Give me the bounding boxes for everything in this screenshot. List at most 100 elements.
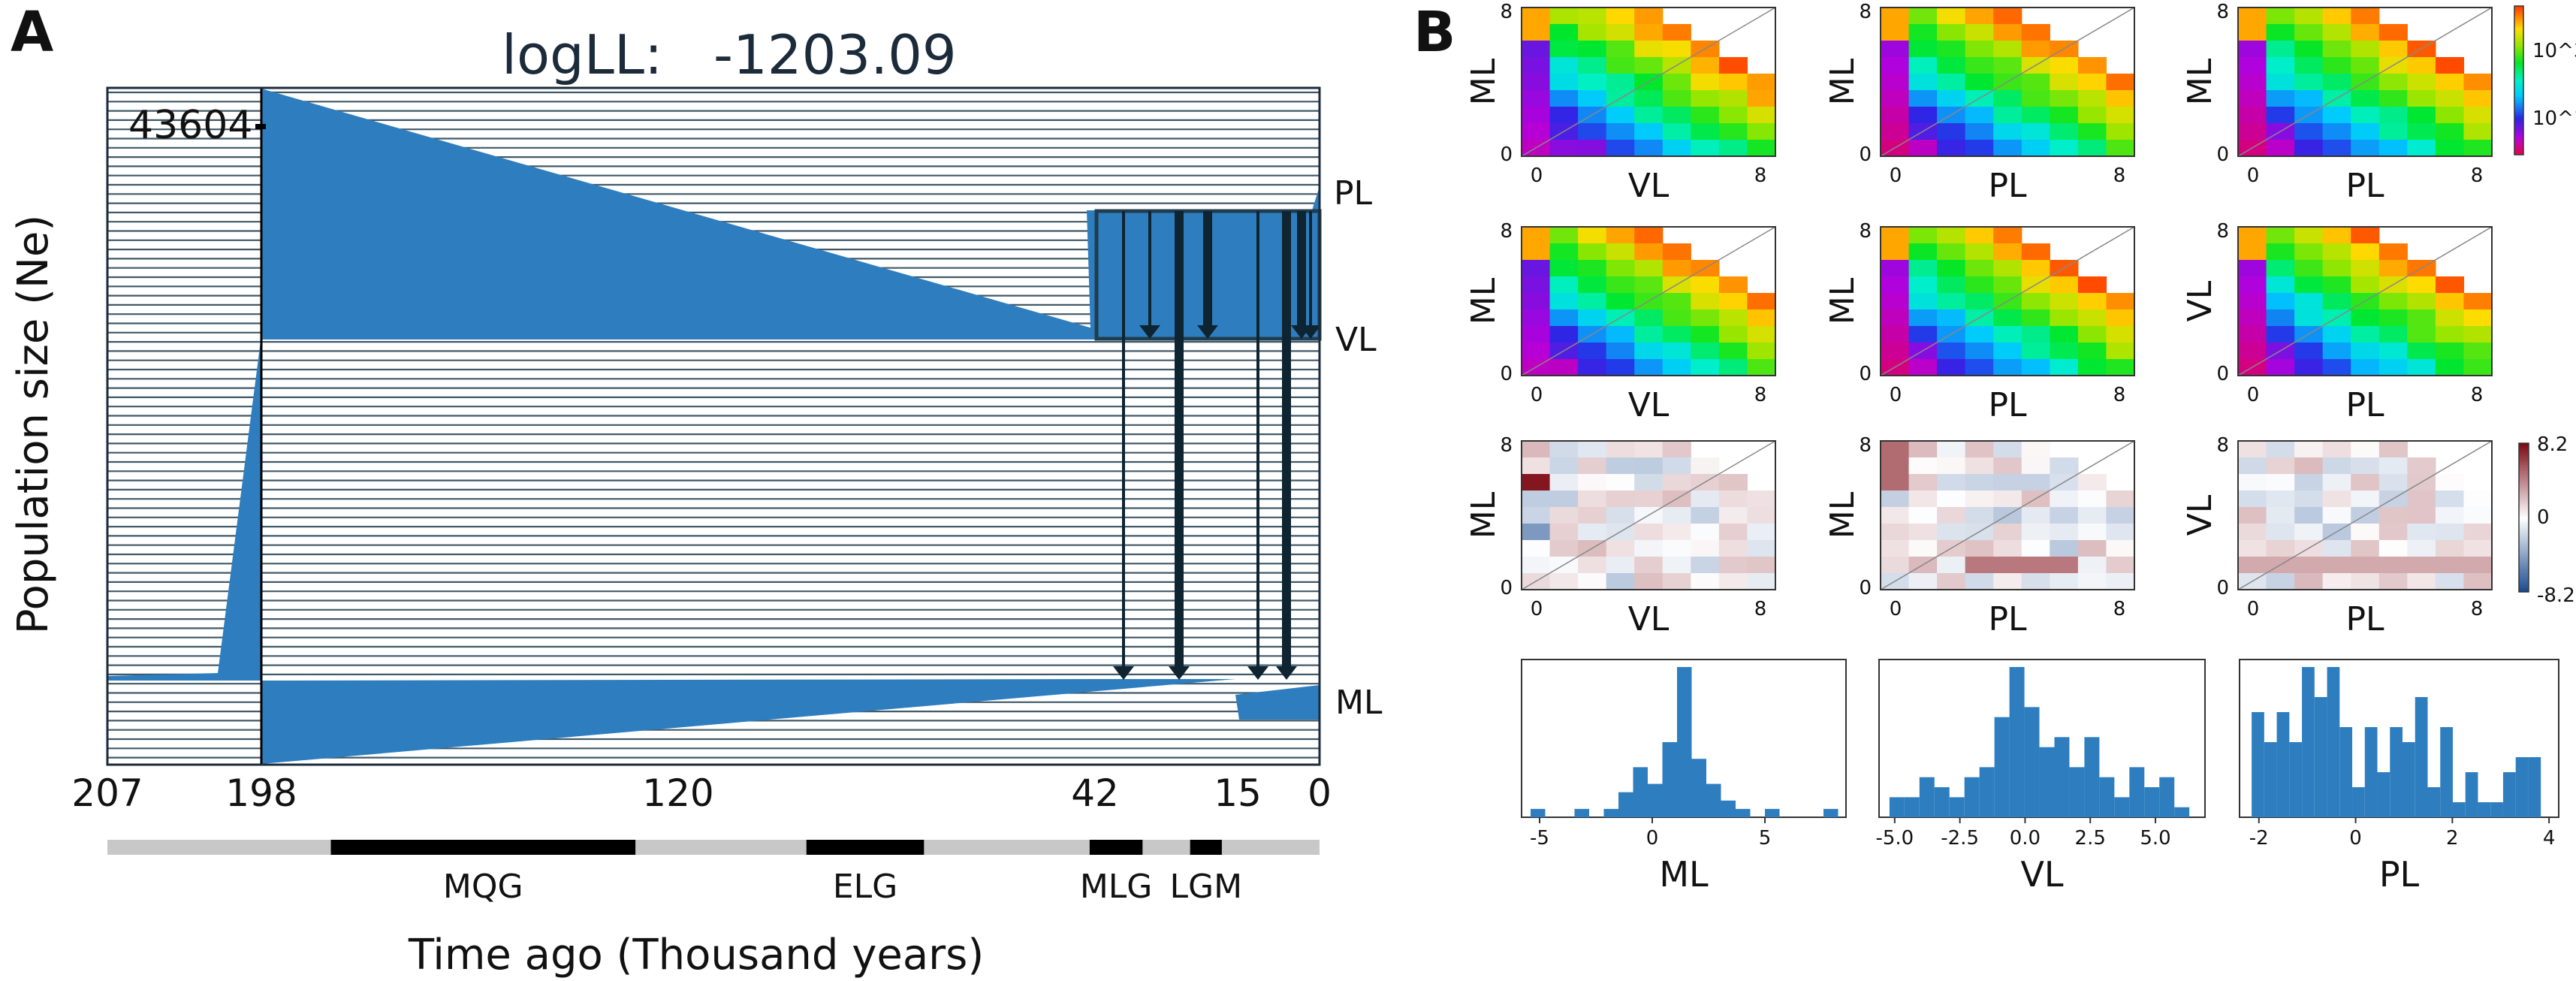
heatmap-cell	[1718, 343, 1748, 360]
heatmap-cell	[2106, 507, 2135, 524]
heatmap-cell	[2463, 309, 2493, 327]
heatmap-cell	[1549, 260, 1579, 277]
heatmap-cell	[2322, 293, 2351, 310]
colorbar-segment	[2514, 59, 2523, 62]
heatmap-cell	[1881, 490, 1910, 508]
heatmap-cell	[1965, 107, 1994, 124]
colorbar-segment	[2514, 77, 2523, 80]
histogram-bar	[1618, 792, 1633, 817]
heatmap-cell	[2266, 293, 2295, 310]
hm-xlabel: VL	[1628, 167, 1670, 205]
colorbar-segment	[2519, 563, 2529, 566]
heatmap-cell	[1606, 57, 1635, 74]
histogram-bar	[2352, 787, 2365, 817]
heatmap-cell	[2378, 441, 2408, 458]
heatmap-2-2: 8 00 8 PL ML	[1823, 220, 2135, 424]
colorbar-segment	[2514, 104, 2523, 106]
heatmap-cell	[1881, 276, 1910, 294]
colorbar-segment	[2519, 477, 2529, 479]
heatmap-cell	[1634, 326, 1664, 343]
histogram-bar	[2276, 712, 2290, 817]
colorbar-segment	[2514, 93, 2523, 96]
heatmap-cell	[1662, 457, 1691, 475]
heatmap-cell	[2106, 343, 2135, 360]
heatmap-cell	[2050, 107, 2079, 124]
hist-tick-label: -2	[2249, 827, 2269, 850]
heatmap-cell	[1634, 343, 1664, 360]
heatmap-cell	[1578, 557, 1607, 574]
colorbar-segment	[2514, 80, 2523, 83]
colorbar-segment	[2519, 551, 2529, 554]
heatmap-cell	[2351, 441, 2380, 458]
heatmap-cell	[1718, 123, 1748, 140]
hm-ytick-hi: 8	[2216, 1, 2229, 23]
colorbar-segment	[2514, 137, 2523, 139]
heatmap-cell	[1908, 140, 1938, 157]
heatmap-cell	[1993, 276, 2022, 294]
colorbar-segment	[2514, 37, 2523, 39]
heatmap-cell	[2463, 343, 2493, 360]
hm-xlabel: VL	[1628, 600, 1670, 638]
demography-plot: 207 198 120 42 15 0 MQG ELG MLG LGM	[71, 86, 1332, 906]
heatmap-cell	[1691, 309, 1720, 327]
heatmap-cell	[1549, 326, 1579, 343]
heatmap-cell	[1993, 41, 2022, 58]
colorbar-segment	[2514, 135, 2523, 137]
colorbar-segment	[2519, 512, 2529, 514]
colorbar-segment	[2514, 102, 2523, 104]
heatmap-cell	[1965, 227, 1994, 244]
colorbar-segment	[2514, 16, 2523, 19]
heatmap-cell	[1937, 557, 1966, 574]
heatmap-cell	[1522, 457, 1551, 475]
heatmap-frame	[1880, 226, 2135, 376]
heatmap-cell	[1747, 90, 1776, 107]
heatmap-cell	[2050, 524, 2079, 541]
hm-xlabel: PL	[2345, 167, 2384, 205]
heatmap-cell	[1578, 8, 1607, 25]
heatmap-cell	[2294, 276, 2324, 294]
colorbar-segment	[2519, 486, 2529, 488]
histogram-bar	[2314, 697, 2327, 817]
heatmap-cell	[1965, 41, 1994, 58]
heatmap-cell	[1549, 507, 1579, 524]
heatmap-cell	[2077, 474, 2107, 491]
heatmap-cell	[2294, 457, 2324, 475]
heatmap-cell	[2407, 573, 2436, 590]
colorbar-segment	[2514, 10, 2523, 13]
heatmap-cell	[2266, 507, 2295, 524]
heatmap-cell	[1522, 441, 1551, 458]
heatmap-cell	[2435, 557, 2465, 574]
heatmap-cell	[1993, 343, 2022, 360]
hm-xtick-hi: 8	[1754, 384, 1767, 406]
heatmap-cell	[2021, 24, 2050, 41]
heatmap-cell	[1881, 326, 1910, 343]
colorbar-segment	[2519, 462, 2529, 464]
heatmap-cell	[1634, 490, 1664, 508]
heatmap-cell	[1881, 293, 1910, 310]
colorbar-segment	[2519, 541, 2529, 543]
colorbar-segment	[2519, 454, 2529, 457]
heatmap-cell	[1606, 243, 1635, 261]
heatmap-cell	[1937, 573, 1966, 590]
colorbar-segment	[2514, 89, 2523, 92]
colorbar-segment	[2519, 475, 2529, 478]
heatmap-cell	[1522, 260, 1551, 277]
heatmap-cell	[2322, 276, 2351, 294]
heatmap-cell	[2378, 123, 2408, 140]
heatmap-cell	[2378, 293, 2408, 310]
heatmap-cell	[1522, 343, 1551, 360]
heatmap-cell	[2266, 41, 2295, 58]
heatmap-cell	[2435, 490, 2465, 508]
colorbar-segment	[2519, 469, 2529, 472]
hm-xtick-hi: 8	[2113, 384, 2126, 406]
heatmap-cell	[1881, 507, 1910, 524]
heatmap-cell	[1662, 474, 1691, 491]
heatmap-cell	[1965, 474, 1994, 491]
heatmap-cell	[2106, 490, 2135, 508]
heatmap-cell	[2106, 309, 2135, 327]
heatmap-cell	[1881, 457, 1910, 475]
histogram-bar	[2403, 742, 2415, 817]
colorbar-segment	[2519, 562, 2529, 564]
heatmap-cell	[2294, 441, 2324, 458]
